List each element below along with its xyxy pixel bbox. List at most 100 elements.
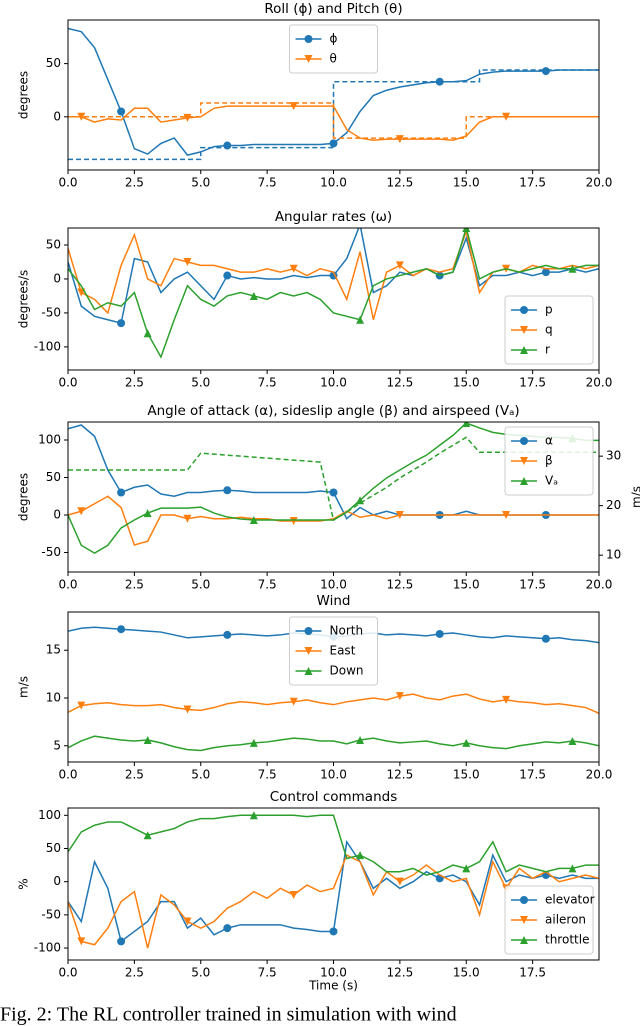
x-tick-label: 17.5: [519, 176, 546, 190]
marker: [249, 291, 258, 300]
x-tick-label: 5.0: [191, 176, 210, 190]
subplot-title: Control commands: [270, 789, 398, 805]
subplot-title: Angle of attack (α), sideslip angle (β) …: [147, 403, 519, 419]
y-tick-label: 10: [46, 690, 61, 704]
marker: [520, 896, 528, 904]
marker: [117, 107, 126, 116]
y-tick-label: 50: [46, 237, 61, 251]
legend-box: [504, 426, 594, 496]
marker: [395, 135, 404, 144]
reference-line: [68, 102, 599, 139]
marker: [356, 315, 365, 324]
marker: [143, 736, 152, 745]
y-tick-label: -50: [41, 545, 61, 559]
x-tick-label: 7.5: [258, 176, 277, 190]
marker: [183, 514, 192, 523]
y-tick-label: -50: [41, 305, 61, 319]
marker: [520, 916, 528, 924]
y-axis-label: %: [17, 878, 31, 889]
x-tick-label: 20.0: [586, 176, 613, 190]
x-tick-label: 2.5: [125, 176, 144, 190]
x-tick-label: 2.5: [125, 376, 144, 390]
legend-label: throttle: [545, 933, 589, 947]
y-axis-label: m/s: [17, 676, 31, 698]
marker: [541, 67, 550, 76]
axes-frame: [67, 807, 600, 961]
x-tick-label: 10.0: [320, 376, 347, 390]
subplot: Angle of attack (α), sideslip angle (β) …: [17, 403, 640, 592]
y-tick-label: 0: [53, 874, 61, 888]
x-tick-label: 17.5: [519, 966, 546, 980]
x-tick-label: 15.0: [453, 176, 480, 190]
marker: [395, 877, 404, 886]
marker: [289, 697, 298, 706]
x-tick-label: 15.0: [453, 768, 480, 782]
x-tick-label: 0.0: [58, 768, 77, 782]
marker: [520, 326, 528, 334]
marker: [183, 113, 192, 122]
x-tick-label: 10.0: [320, 966, 347, 980]
marker: [289, 890, 298, 899]
x-tick-label: 12.5: [387, 966, 414, 980]
legend-label: α: [545, 434, 553, 448]
x-tick-label: 5.0: [191, 768, 210, 782]
x-tick-label: 2.5: [125, 768, 144, 782]
plot-area: [68, 228, 599, 359]
marker: [183, 705, 192, 714]
marker: [462, 738, 471, 747]
x-tick-label: 7.5: [258, 376, 277, 390]
marker: [541, 634, 550, 643]
legend-label: θ: [330, 52, 337, 66]
marker: [568, 264, 577, 273]
series-line: [68, 854, 599, 949]
y-tick-label: 50: [46, 56, 61, 70]
marker: [304, 667, 313, 675]
legend-box: [289, 616, 378, 686]
legend-box: [504, 295, 594, 365]
marker: [117, 319, 126, 328]
subplot: Wind m/s 0.0 2.5 5.0 7.5 10.0 12.5 15.0 17.5 20.0 5…: [17, 593, 613, 782]
y-tick-label: -100: [34, 941, 61, 955]
subplot-title: Roll (ϕ) and Pitch (θ): [264, 1, 402, 17]
x-tick-label: 15.0: [453, 578, 480, 592]
y-axis-label: degrees: [17, 473, 31, 521]
marker: [117, 625, 126, 634]
marker: [329, 927, 338, 936]
marker: [223, 271, 232, 280]
series-line: [68, 814, 599, 876]
marker: [249, 811, 258, 820]
marker: [329, 488, 338, 497]
marker: [304, 55, 313, 63]
marker: [304, 647, 313, 655]
x-tick-label: 2.5: [125, 578, 144, 592]
x-tick-label: 20.0: [586, 376, 613, 390]
x-tick-label: 10.0: [320, 768, 347, 782]
marker: [223, 630, 232, 639]
y2-tick-label: 20: [606, 498, 621, 512]
marker: [304, 627, 313, 635]
y-tick-label: -100: [34, 339, 61, 353]
series-line: [68, 228, 599, 359]
legend-label: p: [545, 303, 553, 317]
marker: [395, 511, 404, 519]
x-tick-label: 2.5: [125, 966, 144, 980]
marker: [223, 486, 232, 495]
marker: [462, 228, 471, 232]
marker: [395, 261, 404, 270]
marker: [183, 917, 192, 926]
legend-label: East: [330, 644, 356, 658]
y-tick-label: 0: [53, 109, 61, 123]
marker: [289, 517, 298, 525]
y-tick-label: 0: [53, 271, 61, 285]
legend-label: elevator: [545, 893, 595, 907]
x-tick-label: 0.0: [58, 578, 77, 592]
x-tick-label: 12.5: [387, 176, 414, 190]
marker: [395, 692, 404, 701]
reference-line: [68, 436, 599, 522]
x-axis-label: Time (s): [308, 979, 358, 993]
marker: [541, 268, 550, 277]
marker: [304, 35, 313, 43]
y2-tick-label: 10: [606, 548, 621, 562]
legend-label: Down: [330, 664, 364, 678]
